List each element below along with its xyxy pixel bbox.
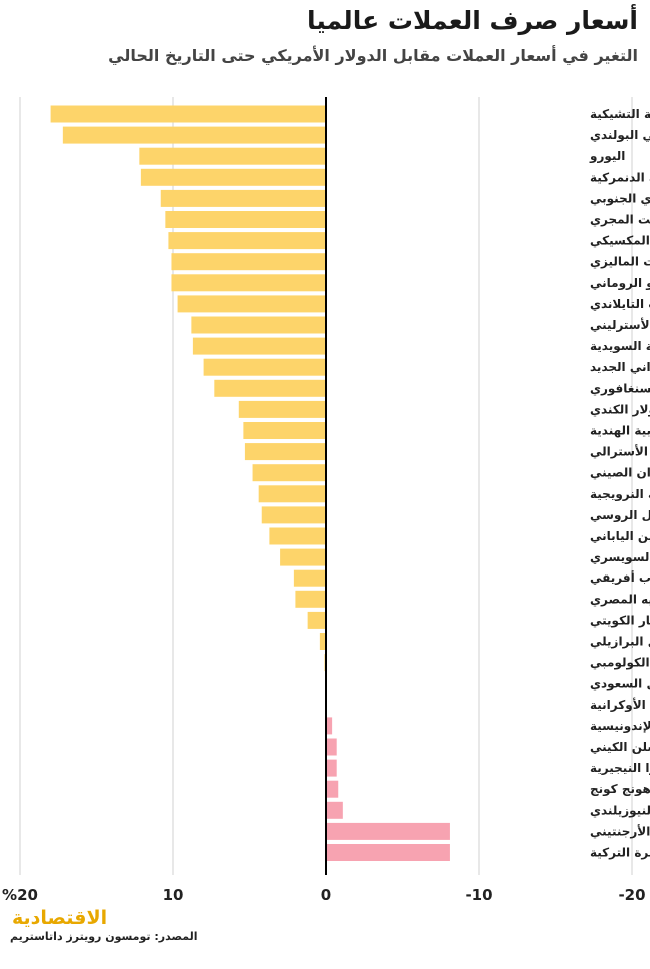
category-label: الروبية الهندية xyxy=(590,424,650,439)
bar xyxy=(171,253,326,271)
source-note: المصدر: تومسون رويترز داتاستريم xyxy=(10,930,198,943)
category-label: الليو الروماني xyxy=(590,276,650,291)
publisher-logo: الاقتصادية xyxy=(12,907,108,929)
category-label: الروبل الروسي xyxy=(590,508,650,523)
category-label: البيزو المكسيكي xyxy=(590,234,650,249)
category-labels: الكرونة التشيكية الزلوتي البولندي اليورو ال… xyxy=(589,107,650,860)
bar xyxy=(165,211,326,228)
bar xyxy=(293,569,326,587)
category-label: الكرونة التشيكية xyxy=(590,107,650,122)
bar xyxy=(177,295,326,313)
bar xyxy=(326,717,333,735)
bar xyxy=(243,422,326,439)
bar xyxy=(203,358,326,376)
category-label: اليورو xyxy=(589,149,625,164)
category-label: الفرنك السويسري xyxy=(590,550,650,565)
bar xyxy=(192,337,326,355)
category-label: الزلوتي البولندي xyxy=(590,128,650,143)
category-label: البات التايلاندي xyxy=(590,297,650,311)
bar xyxy=(258,485,326,503)
category-label: البيزو الأرجنتيني xyxy=(590,823,650,839)
bar xyxy=(62,126,327,144)
category-label: الليرة التركية xyxy=(590,846,650,860)
bar xyxy=(168,232,326,250)
category-label: النايرا النيجيرية xyxy=(590,761,650,775)
chart-subtitle: التغير في أسعار العملات مقابل الدولار ال… xyxy=(108,46,638,65)
tick-label: -10 xyxy=(465,886,492,904)
bar xyxy=(160,189,326,207)
tick-label: 0 xyxy=(321,886,331,904)
category-label: دولار هونج كونج xyxy=(590,782,650,797)
chart-title: أسعار صرف العملات عالميا xyxy=(306,6,638,35)
bar xyxy=(139,147,326,165)
bar xyxy=(140,168,326,186)
bar xyxy=(326,759,337,777)
bar xyxy=(326,822,450,840)
bar xyxy=(280,548,326,566)
category-label: الهريفنا الأوكرانية xyxy=(590,697,650,713)
bar xyxy=(50,105,326,123)
category-label: الجنيه الأسترليني xyxy=(590,317,650,332)
category-label: الدولار النيوزيلندي xyxy=(590,803,650,818)
category-label: الريال البرازيلي xyxy=(590,635,650,649)
tick-label: 10 xyxy=(163,886,184,904)
bars xyxy=(50,105,450,861)
bar xyxy=(326,844,450,861)
category-label: الكرونة النرويجية xyxy=(590,487,650,502)
category-label: الدولار السنغافوري xyxy=(590,381,650,396)
bar xyxy=(252,464,326,482)
category-label: الجنيه المصري xyxy=(590,592,650,606)
category-label: الكرونة الدنمركية xyxy=(590,170,650,185)
tick-label: %20 xyxy=(2,886,38,904)
bar xyxy=(295,590,326,608)
category-label: الروبية الإندونيسية xyxy=(590,719,650,734)
category-label: الفورينت المجري xyxy=(590,213,650,228)
category-label: الدولار الأسترالي xyxy=(590,444,650,460)
bar xyxy=(326,738,337,756)
bar xyxy=(261,506,326,524)
category-label: الدولار التايواني الجديد xyxy=(590,360,650,375)
category-label: الرنجيت الماليزي xyxy=(590,255,650,269)
bar xyxy=(171,274,326,292)
x-axis-ticks: %20 10 0 -10 -20 xyxy=(2,886,646,904)
category-label: الدينار الكويتي xyxy=(590,613,650,628)
category-label: الشلن الكيني xyxy=(590,740,650,754)
bar xyxy=(269,527,326,545)
category-label: الين الياباني xyxy=(590,529,650,543)
bar xyxy=(238,400,326,418)
category-label: الوون الكوري الجنوبي xyxy=(590,191,650,206)
bar xyxy=(326,780,339,798)
category-label: الريال السعودي xyxy=(590,677,650,692)
category-label: البيزو الكولومبي xyxy=(590,656,650,671)
bar xyxy=(307,611,326,629)
category-label: اليوان الصيني xyxy=(590,466,650,481)
category-label: الراند الجنوب أفريقي xyxy=(590,570,650,586)
bar xyxy=(191,316,326,334)
bar xyxy=(326,801,343,819)
tick-label: -20 xyxy=(618,886,645,904)
bar xyxy=(319,633,326,650)
bar xyxy=(214,379,326,397)
category-label: الكرونة السويدية xyxy=(590,339,650,354)
bar xyxy=(244,443,326,461)
category-label: الدولار الكندي xyxy=(590,402,650,417)
